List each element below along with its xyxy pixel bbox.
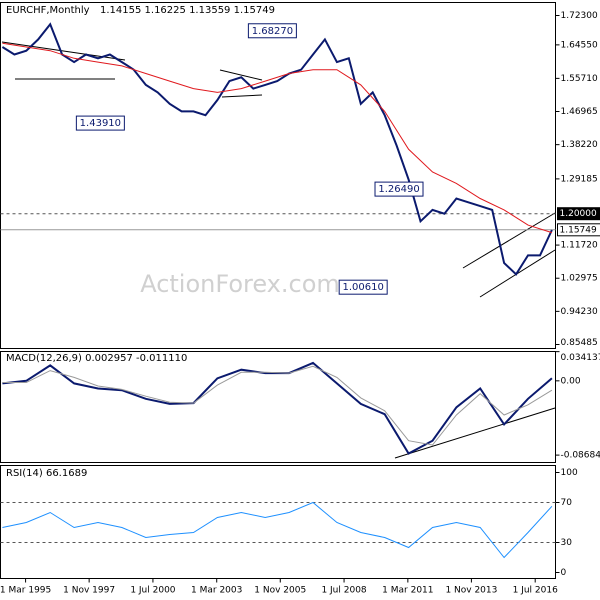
x-tick-label: 1 Jul 2016 (513, 586, 558, 596)
trend-line (462, 212, 556, 269)
level-label-box (557, 207, 600, 221)
macd-panel (0, 351, 556, 463)
y-tick-label: 0.94230 (561, 307, 598, 317)
watermark: ActionForex.com (140, 270, 340, 298)
series-line (2, 501, 553, 559)
level-label: 1.15749 (560, 225, 597, 235)
y-tick-label: 1.55710 (561, 74, 598, 84)
x-tick-label: 1 Nov 1997 (63, 586, 115, 596)
series-line (2, 42, 553, 234)
x-tick-label: 1 Mar 2003 (191, 586, 242, 596)
x-tick-label: 1 Nov 2005 (254, 586, 306, 596)
annotation-box (374, 181, 424, 197)
price-panel (0, 2, 556, 349)
y-tick-label: 1.38220 (561, 140, 598, 150)
annotation-label: 1.00610 (342, 282, 383, 293)
x-tick-label: 1 Jul 2008 (321, 586, 366, 596)
y-tick-label: 1.11720 (561, 241, 598, 251)
annotation-box (75, 115, 125, 131)
y-tick-label: 1.72300 (561, 11, 598, 21)
y-tick-label: 70 (561, 498, 573, 508)
annotation-box (247, 23, 297, 39)
y-tick-label: -0.086849 (561, 451, 600, 461)
trend-lines (1, 41, 556, 459)
y-tick-label: 0.034137 (561, 353, 600, 363)
rsi-panel (0, 465, 556, 579)
y-tick-label: 0.00 (561, 376, 581, 386)
y-tick-label: 1.64550 (561, 40, 598, 50)
chart-subtitle: 1.14155 1.16225 1.13559 1.15749 (100, 5, 275, 16)
y-tick-label: 1.02975 (561, 274, 598, 284)
y-tick-label: 0.85485 (561, 338, 598, 348)
y-tick-label: 30 (561, 538, 573, 548)
annotation-label: 1.26490 (378, 184, 419, 195)
series-line (1, 22, 553, 276)
x-tick-label: 1 Jul 2000 (130, 586, 175, 596)
x-tick-label: 1 Nov 2013 (445, 586, 497, 596)
y-tick-label: 100 (561, 468, 578, 478)
macd-title: MACD(12,26,9) 0.002957 -0.011110 (6, 353, 187, 364)
level-label-box (557, 223, 600, 237)
series-line (2, 365, 553, 446)
y-tick-label: 0 (561, 568, 567, 578)
x-tick-label: 1 Mar 1995 (0, 586, 51, 596)
level-label: 1.20000 (560, 209, 597, 219)
annotation-label: 1.68270 (252, 26, 293, 37)
y-tick-label: 1.29185 (561, 174, 598, 184)
trend-line (221, 94, 263, 98)
annotation-label: 1.43910 (80, 118, 121, 129)
rsi-title: RSI(14) 66.1689 (6, 468, 87, 479)
trend-line (219, 69, 263, 81)
annotation-box (338, 279, 388, 295)
chart-title: EURCHF,Monthly (6, 5, 90, 16)
trend-line (394, 407, 556, 459)
x-tick-label: 1 Mar 2011 (382, 586, 433, 596)
y-tick-label: 1.46965 (561, 107, 598, 117)
